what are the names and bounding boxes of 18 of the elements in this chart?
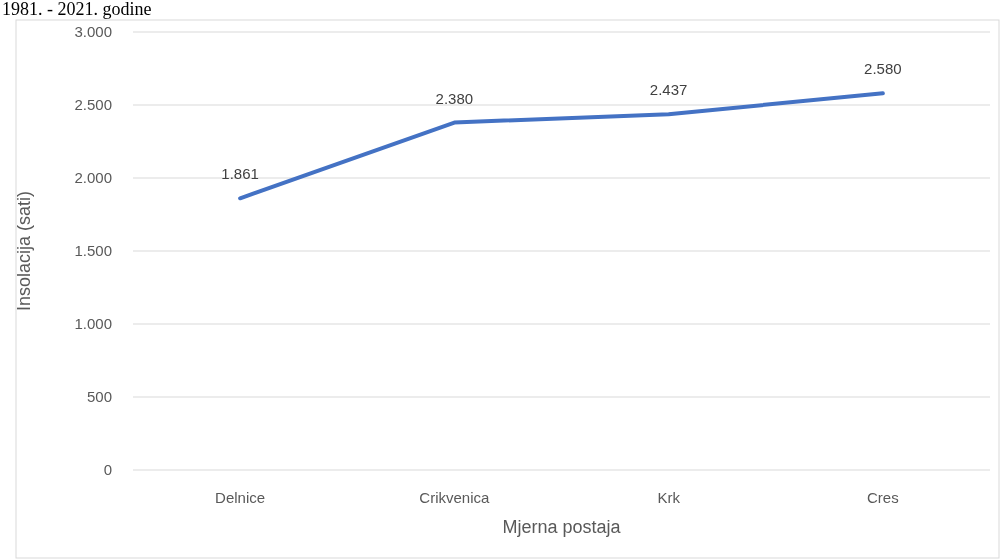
y-tick-label: 2.500 bbox=[74, 96, 112, 113]
x-axis-title: Mjerna postaja bbox=[502, 517, 622, 537]
x-tick-label: Cres bbox=[867, 489, 899, 506]
y-tick-label: 0 bbox=[103, 461, 112, 478]
data-label: 2.380 bbox=[435, 89, 474, 107]
x-tick-label: Delnice bbox=[215, 489, 266, 506]
data-label: 1.861 bbox=[221, 165, 259, 183]
data-label: 2.580 bbox=[864, 60, 902, 78]
y-tick-label: 500 bbox=[86, 388, 112, 405]
y-tick-label: 3.000 bbox=[74, 23, 112, 40]
y-axis-title: Insolacija (sati) bbox=[14, 190, 34, 312]
data-label: 2.437 bbox=[649, 81, 688, 99]
x-tick-label: Krk bbox=[657, 489, 681, 506]
y-tick-label: 1.500 bbox=[74, 242, 112, 259]
y-tick-label: 1.000 bbox=[74, 315, 112, 332]
y-tick-label: 2.000 bbox=[74, 169, 112, 186]
chart-title: 1981. - 2021. godine bbox=[2, 0, 152, 19]
x-tick-label: Crikvenica bbox=[419, 489, 491, 506]
